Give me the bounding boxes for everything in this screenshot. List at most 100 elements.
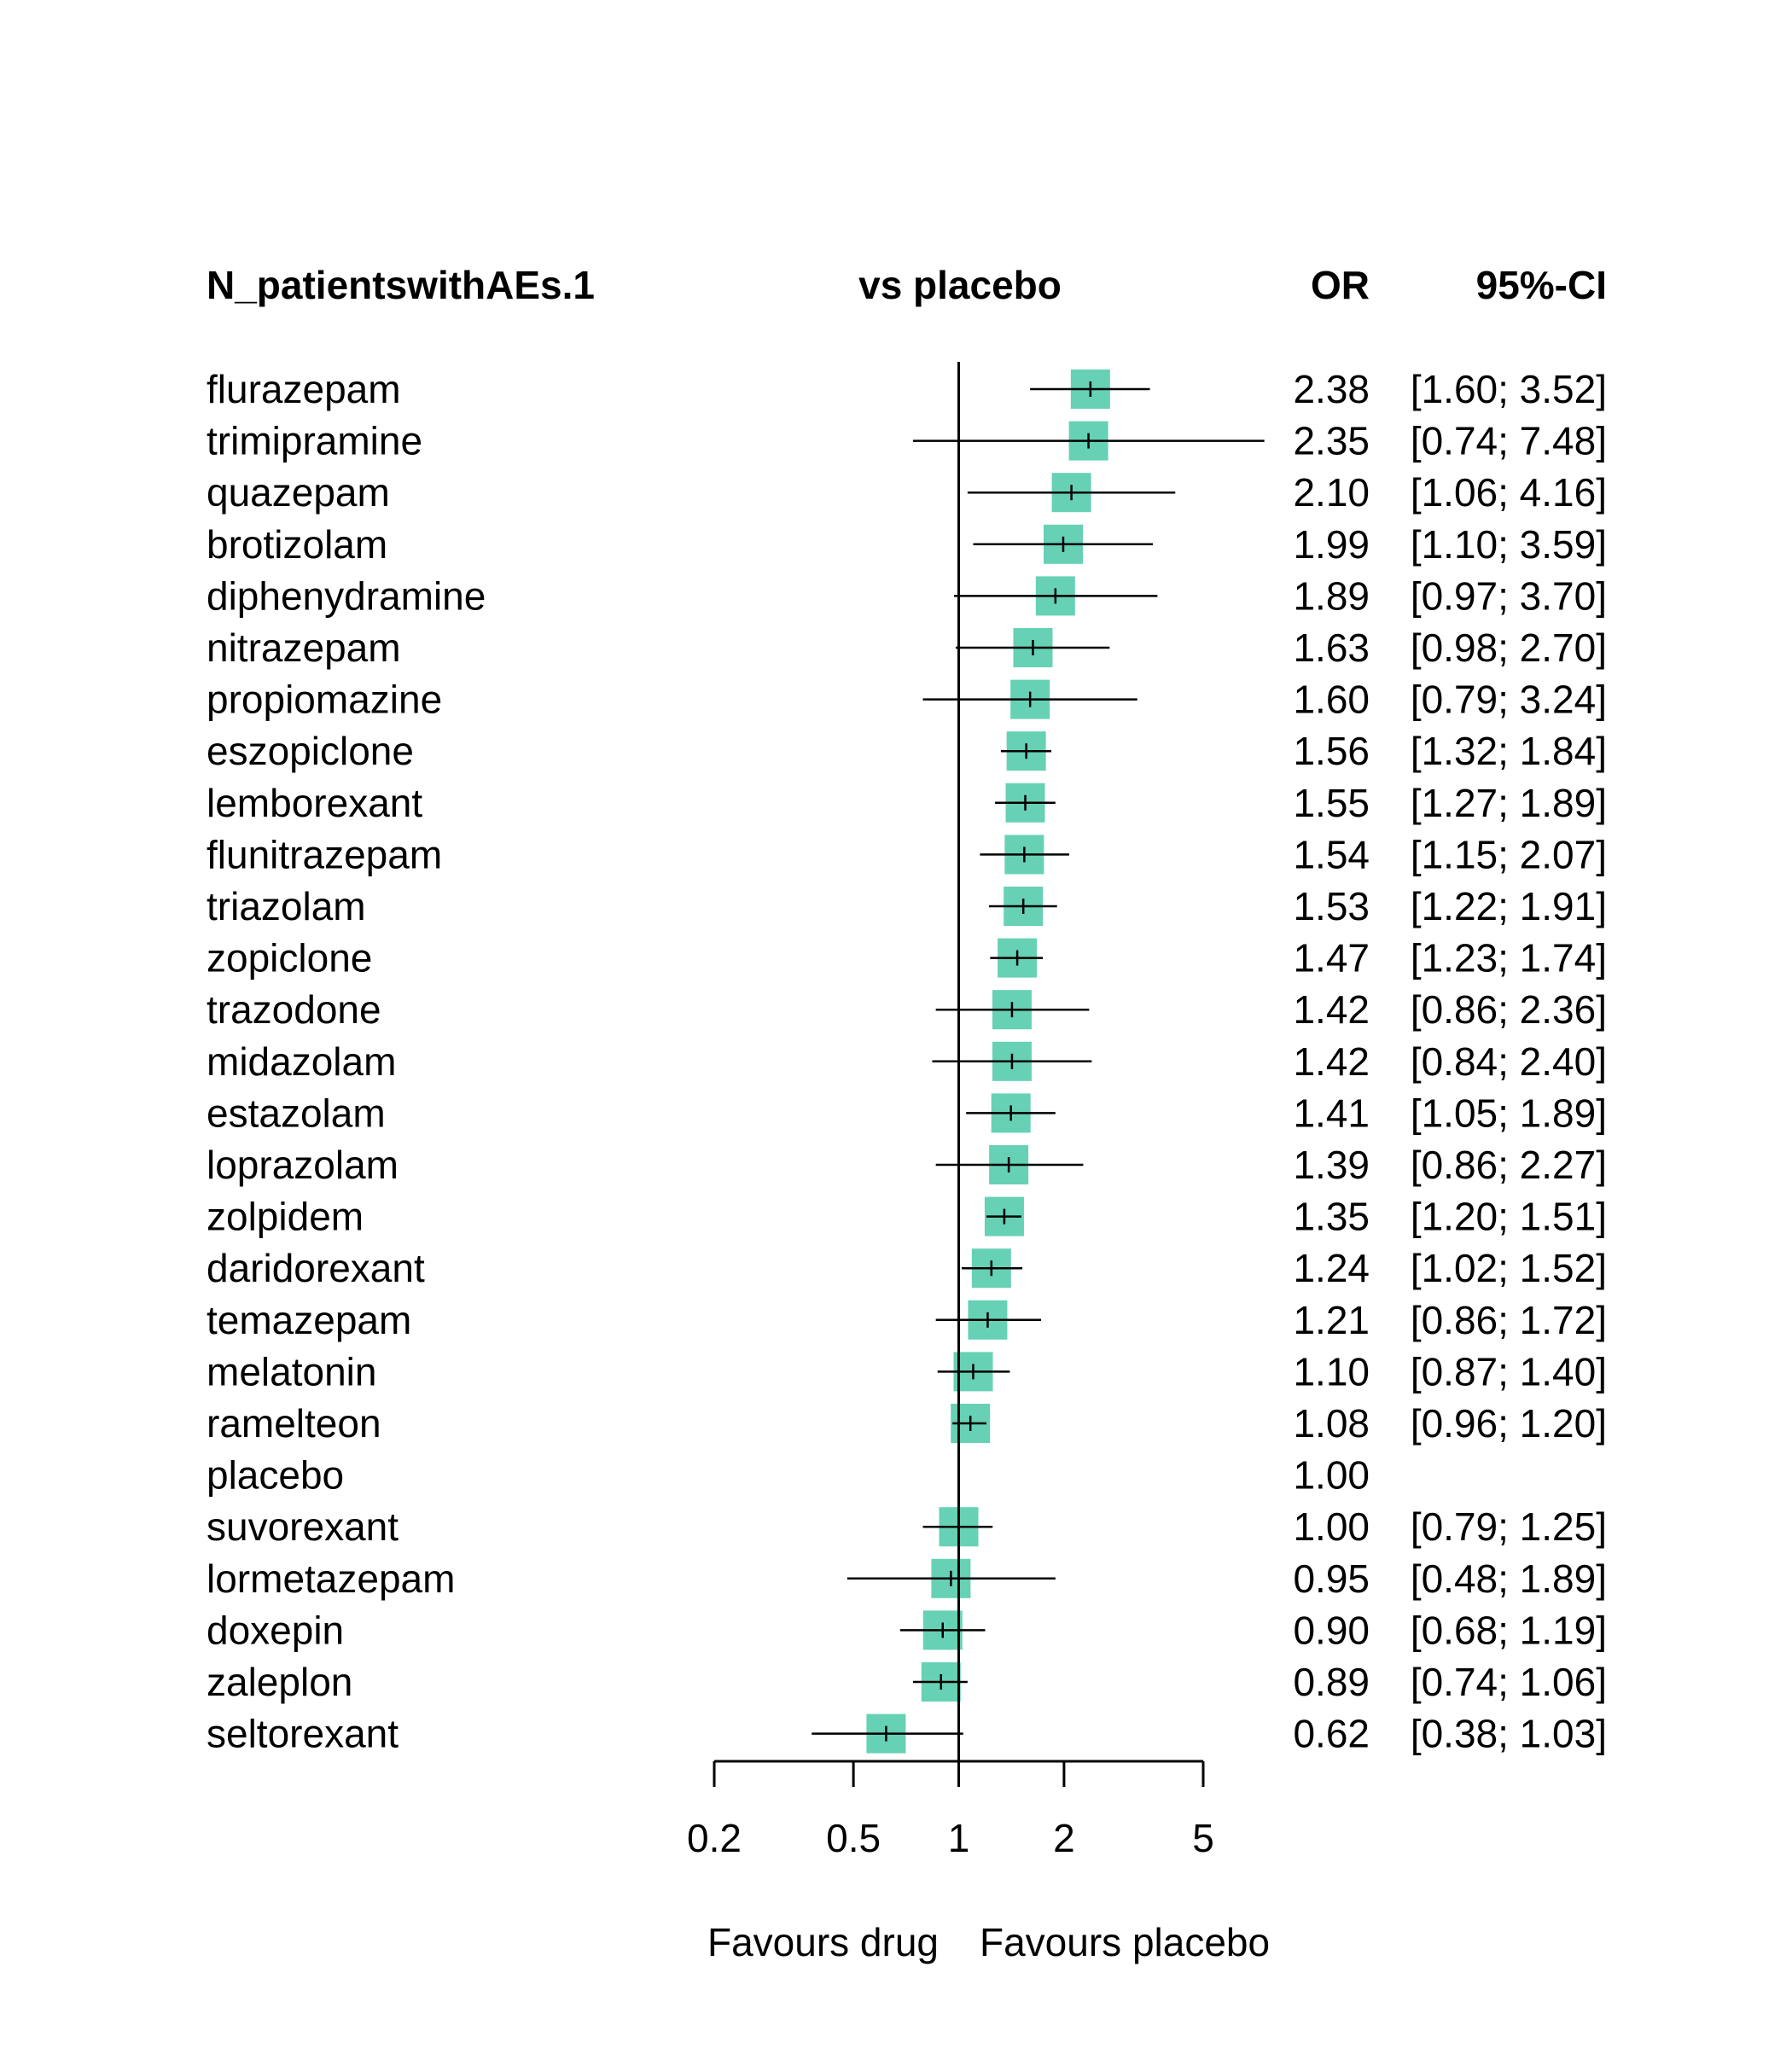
row-label: suvorexant	[207, 1504, 399, 1549]
x-tick-label: 0.5	[826, 1816, 881, 1860]
forest-row: placebo 1.00	[207, 1453, 1370, 1498]
row-label: doxepin	[207, 1608, 344, 1652]
x-tick-label: 1	[948, 1816, 970, 1860]
row-or-value: 1.42	[1293, 1039, 1370, 1084]
row-ci-value: [0.86; 1.72]	[1411, 1298, 1607, 1342]
row-label: estazolam	[207, 1091, 386, 1135]
row-label: zolpidem	[207, 1195, 364, 1239]
row-label: lemborexant	[207, 781, 422, 825]
forest-row: brotizolam 1.99 [1.10; 3.59]	[207, 522, 1607, 567]
row-or-value: 1.89	[1293, 573, 1370, 618]
forest-row: zopiclone 1.47 [1.23; 1.74]	[207, 936, 1607, 980]
row-ci-value: [0.48; 1.89]	[1411, 1556, 1607, 1601]
row-or-value: 1.56	[1293, 729, 1370, 773]
row-ci-value: [1.10; 3.59]	[1411, 522, 1607, 567]
row-label: flunitrazepam	[207, 832, 442, 876]
row-ci-value: [1.22; 1.91]	[1411, 884, 1607, 928]
row-ci-value: [0.84; 2.40]	[1411, 1039, 1607, 1084]
row-or-value: 0.89	[1293, 1660, 1370, 1704]
row-label: nitrazepam	[207, 625, 401, 670]
header-ci: 95%-CI	[1476, 263, 1607, 307]
row-or-value: 1.54	[1293, 832, 1370, 876]
row-or-value: 1.00	[1293, 1453, 1370, 1498]
row-or-value: 1.55	[1293, 781, 1370, 825]
forest-row: flurazepam 2.38 [1.60; 3.52]	[207, 367, 1607, 411]
forest-row: temazepam 1.21 [0.86; 1.72]	[207, 1298, 1607, 1342]
row-or-value: 1.47	[1293, 936, 1370, 980]
row-label: brotizolam	[207, 522, 387, 567]
forest-row: suvorexant 1.00 [0.79; 1.25]	[207, 1504, 1607, 1549]
row-ci-value: [1.05; 1.89]	[1411, 1091, 1607, 1135]
row-label: temazepam	[207, 1298, 411, 1342]
row-ci-value: [0.97; 3.70]	[1411, 573, 1607, 618]
row-or-value: 0.90	[1293, 1608, 1370, 1652]
row-ci-value: [1.32; 1.84]	[1411, 729, 1607, 773]
x-tick-label: 2	[1053, 1816, 1075, 1860]
footer-favours-drug: Favours drug	[707, 1920, 939, 1964]
row-or-value: 1.41	[1293, 1091, 1370, 1135]
row-ci-value: [1.23; 1.74]	[1411, 936, 1607, 980]
forest-row: propiomazine 1.60 [0.79; 3.24]	[207, 678, 1607, 722]
forest-row: zaleplon 0.89 [0.74; 1.06]	[207, 1660, 1607, 1704]
row-label: eszopiclone	[207, 729, 414, 773]
row-label: trimipramine	[207, 419, 422, 463]
row-ci-value: [1.06; 4.16]	[1411, 470, 1607, 515]
forest-row: zolpidem 1.35 [1.20; 1.51]	[207, 1195, 1607, 1239]
row-label: placebo	[207, 1453, 344, 1498]
row-or-value: 1.08	[1293, 1401, 1370, 1446]
row-label: zopiclone	[207, 936, 372, 980]
row-or-value: 1.35	[1293, 1195, 1370, 1239]
forest-row: triazolam 1.53 [1.22; 1.91]	[207, 884, 1607, 928]
row-ci-value: [0.87; 1.40]	[1411, 1349, 1607, 1393]
row-label: seltorexant	[207, 1712, 399, 1756]
forest-rows: flurazepam 2.38 [1.60; 3.52] trimipramine 2.…	[207, 367, 1607, 1756]
row-or-value: 2.35	[1293, 419, 1370, 463]
forest-row: eszopiclone 1.56 [1.32; 1.84]	[207, 729, 1607, 773]
row-label: flurazepam	[207, 367, 401, 411]
forest-row: lemborexant 1.55 [1.27; 1.89]	[207, 781, 1607, 825]
row-or-value: 0.62	[1293, 1712, 1370, 1756]
row-ci-value: [0.74; 7.48]	[1411, 419, 1607, 463]
header-comparison: vs placebo	[858, 263, 1062, 307]
row-or-value: 1.39	[1293, 1143, 1370, 1187]
row-or-value: 2.10	[1293, 470, 1370, 515]
row-or-value: 1.53	[1293, 884, 1370, 928]
row-label: propiomazine	[207, 678, 442, 722]
forest-row: seltorexant 0.62 [0.38; 1.03]	[207, 1712, 1607, 1756]
row-label: zaleplon	[207, 1660, 352, 1704]
forest-row: loprazolam 1.39 [0.86; 2.27]	[207, 1143, 1607, 1187]
row-ci-value: [0.86; 2.36]	[1411, 987, 1607, 1032]
footer-favours-placebo: Favours placebo	[980, 1920, 1270, 1964]
row-ci-value: [0.38; 1.03]	[1411, 1712, 1607, 1756]
row-ci-value: [0.68; 1.19]	[1411, 1608, 1607, 1652]
row-or-value: 1.10	[1293, 1349, 1370, 1393]
row-ci-value: [0.79; 1.25]	[1411, 1504, 1607, 1549]
row-ci-value: [1.15; 2.07]	[1411, 832, 1607, 876]
x-tick-label: 5	[1192, 1816, 1214, 1860]
row-label: loprazolam	[207, 1143, 399, 1187]
row-label: trazodone	[207, 987, 381, 1032]
row-ci-value: [0.96; 1.20]	[1411, 1401, 1607, 1446]
forest-row: daridorexant 1.24 [1.02; 1.52]	[207, 1246, 1607, 1290]
row-label: ramelteon	[207, 1401, 381, 1446]
row-or-value: 0.95	[1293, 1556, 1370, 1601]
row-ci-value: [0.98; 2.70]	[1411, 625, 1607, 670]
row-or-value: 1.63	[1293, 625, 1370, 670]
row-or-value: 1.60	[1293, 678, 1370, 722]
row-or-value: 1.21	[1293, 1298, 1370, 1342]
row-label: quazepam	[207, 470, 390, 515]
forest-row: trazodone 1.42 [0.86; 2.36]	[207, 987, 1607, 1032]
forest-row: nitrazepam 1.63 [0.98; 2.70]	[207, 625, 1607, 670]
row-label: triazolam	[207, 884, 366, 928]
row-label: midazolam	[207, 1039, 396, 1084]
row-label: melatonin	[207, 1349, 376, 1393]
forest-row: estazolam 1.41 [1.05; 1.89]	[207, 1091, 1607, 1135]
row-ci-value: [1.60; 3.52]	[1411, 367, 1607, 411]
row-or-value: 2.38	[1293, 367, 1370, 411]
forest-row: lormetazepam 0.95 [0.48; 1.89]	[207, 1556, 1607, 1601]
row-ci-value: [0.74; 1.06]	[1411, 1660, 1607, 1704]
row-label: diphenydramine	[207, 573, 486, 618]
forest-row: melatonin 1.10 [0.87; 1.40]	[207, 1349, 1607, 1393]
x-axis: 0.2 0.5 1 2 5	[687, 1760, 1214, 1860]
